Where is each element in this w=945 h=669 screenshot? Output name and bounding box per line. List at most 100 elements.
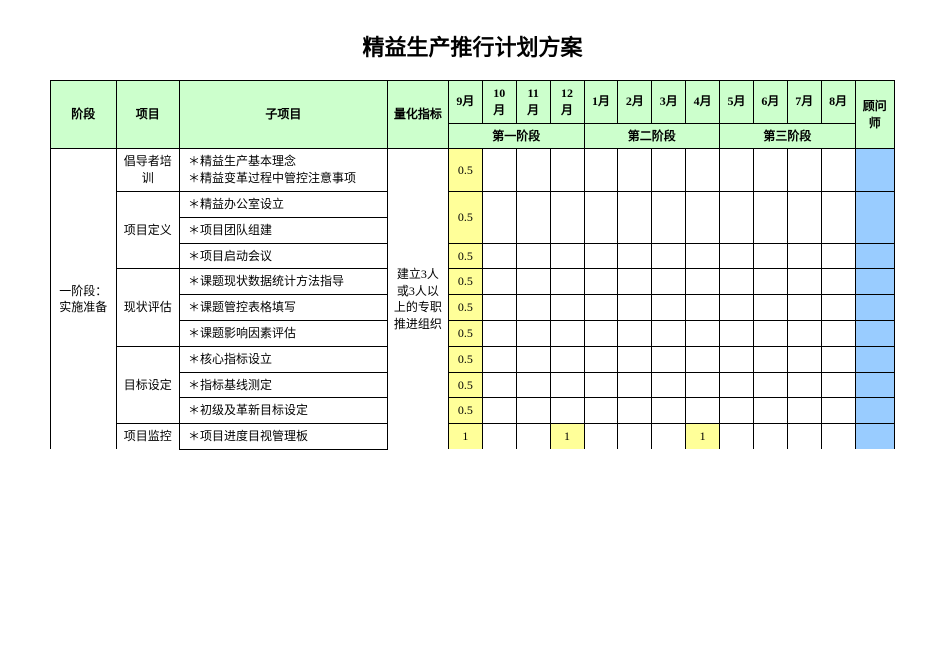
month-cell — [618, 295, 652, 321]
month-cell — [720, 243, 754, 269]
month-cell: 0.5 — [448, 320, 482, 346]
month-cell — [482, 424, 516, 450]
subproject-cell: ＊项目进度目视管理板 — [180, 424, 388, 450]
month-cell: 0.5 — [448, 346, 482, 372]
month-cell — [821, 269, 855, 295]
col-month: 3月 — [652, 81, 686, 124]
month-cell — [618, 191, 652, 243]
month-cell — [720, 346, 754, 372]
project-cell: 项目定义 — [116, 191, 179, 268]
month-cell — [753, 398, 787, 424]
month-cell — [686, 346, 720, 372]
month-cell — [686, 372, 720, 398]
month-cell: 0.5 — [448, 149, 482, 192]
subproject-cell: ＊初级及革新目标设定 — [180, 398, 388, 424]
month-cell — [821, 191, 855, 243]
month-cell — [618, 320, 652, 346]
month-cell — [584, 320, 618, 346]
month-cell — [516, 295, 550, 321]
month-cell — [482, 149, 516, 192]
month-cell: 0.5 — [448, 269, 482, 295]
month-cell: 1 — [448, 424, 482, 450]
col-month: 5月 — [720, 81, 754, 124]
phase-cell: 一阶段：实施准备 — [51, 149, 117, 450]
month-cell — [652, 149, 686, 192]
month-cell — [652, 372, 686, 398]
month-cell — [787, 320, 821, 346]
advisor-cell — [855, 372, 894, 398]
advisor-cell — [855, 149, 894, 192]
advisor-cell — [855, 243, 894, 269]
advisor-cell — [855, 398, 894, 424]
month-cell — [516, 149, 550, 192]
month-cell — [652, 295, 686, 321]
col-month: 1月 — [584, 81, 618, 124]
subproject-cell: ＊指标基线测定 — [180, 372, 388, 398]
phase-group-2: 第二阶段 — [584, 123, 720, 149]
month-cell — [482, 372, 516, 398]
subproject-cell: ＊核心指标设立 — [180, 346, 388, 372]
advisor-cell — [855, 269, 894, 295]
month-cell — [821, 320, 855, 346]
phase-group-3: 第三阶段 — [720, 123, 856, 149]
table-header: 阶段 项目 子项目 量化指标 9月 10月 11月 12月 1月 2月 3月 4… — [51, 81, 895, 149]
month-cell — [720, 398, 754, 424]
project-cell: 现状评估 — [116, 269, 179, 346]
table-body: 一阶段：实施准备倡导者培训＊精益生产基本理念＊精益变革过程中管控注意事项建立3人… — [51, 149, 895, 450]
month-cell — [686, 320, 720, 346]
month-cell — [618, 149, 652, 192]
month-cell — [821, 149, 855, 192]
month-cell — [516, 243, 550, 269]
subproject-cell: ＊精益生产基本理念＊精益变革过程中管控注意事项 — [180, 149, 388, 192]
month-cell — [584, 269, 618, 295]
month-cell — [516, 320, 550, 346]
month-cell: 0.5 — [448, 295, 482, 321]
month-cell — [720, 372, 754, 398]
month-cell — [787, 372, 821, 398]
table-row: 现状评估＊课题现状数据统计方法指导0.5 — [51, 269, 895, 295]
month-cell — [550, 346, 584, 372]
month-cell — [787, 424, 821, 450]
advisor-cell — [855, 424, 894, 450]
month-cell — [516, 191, 550, 243]
month-cell — [787, 295, 821, 321]
month-cell — [686, 269, 720, 295]
month-cell — [753, 243, 787, 269]
month-cell — [686, 243, 720, 269]
month-cell — [516, 346, 550, 372]
month-cell — [652, 424, 686, 450]
month-cell: 0.5 — [448, 243, 482, 269]
table-row: 项目监控＊项目进度目视管理板111 — [51, 424, 895, 450]
col-month: 11月 — [516, 81, 550, 124]
month-cell — [720, 295, 754, 321]
table-row: 一阶段：实施准备倡导者培训＊精益生产基本理念＊精益变革过程中管控注意事项建立3人… — [51, 149, 895, 192]
month-cell — [720, 424, 754, 450]
col-advisor: 顾问师 — [855, 81, 894, 149]
month-cell — [482, 320, 516, 346]
month-cell — [787, 149, 821, 192]
advisor-cell — [855, 320, 894, 346]
month-cell — [584, 424, 618, 450]
month-cell — [516, 398, 550, 424]
month-cell: 0.5 — [448, 398, 482, 424]
month-cell — [516, 424, 550, 450]
project-cell: 倡导者培训 — [116, 149, 179, 192]
month-cell — [550, 372, 584, 398]
month-cell — [482, 191, 516, 243]
month-cell: 0.5 — [448, 372, 482, 398]
month-cell — [753, 149, 787, 192]
month-cell — [753, 269, 787, 295]
advisor-cell — [855, 295, 894, 321]
month-cell — [584, 149, 618, 192]
month-cell — [686, 398, 720, 424]
advisor-cell — [855, 346, 894, 372]
col-month: 10月 — [482, 81, 516, 124]
month-cell — [516, 269, 550, 295]
month-cell — [821, 424, 855, 450]
metric-cell: 建立3人或3人以上的专职推进组织 — [387, 149, 448, 450]
table-row: 项目定义＊精益办公室设立0.5 — [51, 191, 895, 217]
subproject-cell: ＊精益办公室设立 — [180, 191, 388, 217]
month-cell — [821, 295, 855, 321]
month-cell — [686, 149, 720, 192]
month-cell — [753, 424, 787, 450]
